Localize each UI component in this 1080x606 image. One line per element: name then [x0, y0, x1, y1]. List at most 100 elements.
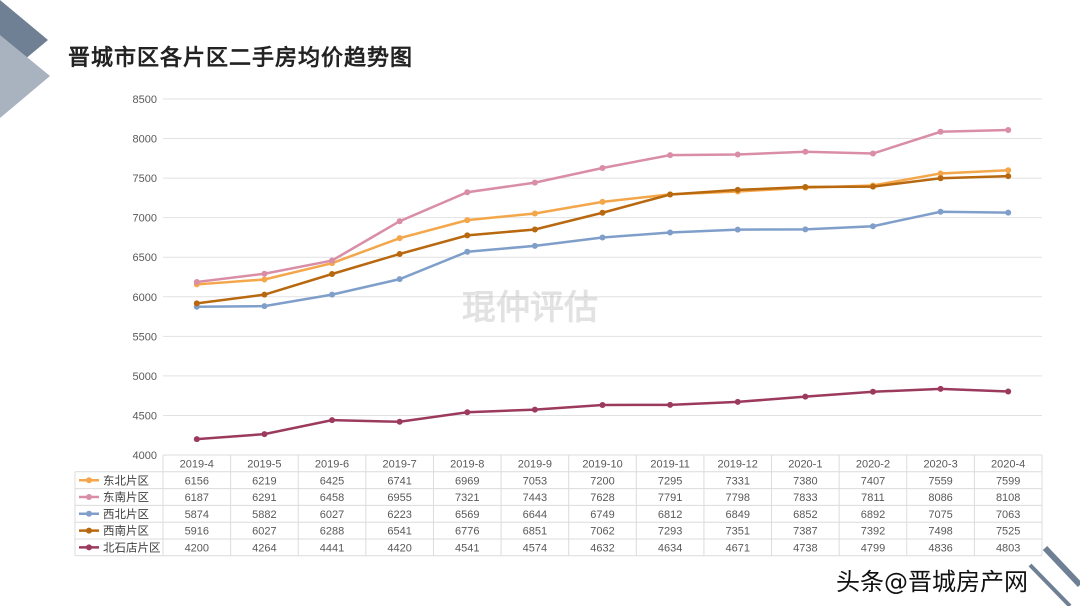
data-point	[734, 186, 741, 193]
data-point	[261, 270, 268, 277]
legend-label: 东南片区	[103, 490, 149, 504]
data-point	[261, 276, 268, 283]
data-point	[1005, 173, 1012, 180]
x-tick-label: 2019-10	[582, 459, 622, 471]
data-point	[734, 151, 741, 158]
data-point	[802, 393, 809, 400]
y-tick-label: 6500	[133, 252, 157, 264]
x-tick-label: 2019-8	[450, 459, 484, 471]
data-point	[396, 418, 403, 425]
data-point	[261, 303, 268, 310]
series-line	[196, 169, 1009, 286]
table-cell: 7351	[725, 526, 749, 538]
data-point	[599, 402, 606, 409]
legend-marker	[86, 477, 92, 484]
table-cell: 7331	[725, 475, 749, 487]
table-cell: 8108	[996, 492, 1020, 504]
data-point	[734, 398, 741, 405]
data-point	[599, 164, 606, 171]
y-tick-label: 4500	[133, 410, 157, 422]
x-tick-label: 2019-12	[718, 459, 758, 471]
table-cell: 6541	[387, 526, 411, 538]
table-cell: 4671	[725, 543, 749, 555]
legend-label: 东北片区	[103, 474, 149, 487]
legend-marker	[86, 494, 92, 500]
data-point	[869, 388, 876, 395]
watermark: 琨仲评估	[462, 288, 598, 328]
data-point	[802, 148, 809, 155]
table-cell: 7293	[658, 526, 682, 538]
table-cell: 6288	[320, 526, 344, 538]
table-cell: 7407	[861, 475, 885, 487]
table-cell: 6812	[658, 509, 682, 521]
legend-marker	[86, 527, 92, 534]
table-cell: 4264	[252, 543, 276, 555]
table-cell: 7833	[793, 492, 817, 504]
table-cell: 6027	[252, 526, 276, 538]
table-cell: 7380	[793, 475, 817, 487]
data-point	[464, 189, 471, 196]
data-point	[193, 436, 200, 443]
table-cell: 4632	[590, 543, 614, 555]
table-cell: 6291	[252, 492, 276, 504]
table-cell: 4803	[996, 543, 1020, 555]
table-cell: 6156	[185, 475, 209, 487]
table-cell: 6187	[185, 492, 209, 504]
data-point	[464, 248, 471, 255]
series-line	[196, 210, 1009, 308]
legend-marker	[86, 544, 92, 551]
data-point	[734, 226, 741, 233]
table-cell: 7791	[658, 492, 682, 504]
data-point	[1005, 167, 1012, 174]
x-tick-label: 2020-1	[788, 459, 822, 471]
data-point	[869, 183, 876, 190]
table-cell: 4441	[320, 543, 344, 555]
legend-label: 北石店片区	[103, 541, 161, 555]
data-point	[329, 417, 336, 424]
data-point	[802, 226, 809, 233]
table-cell: 5916	[185, 526, 209, 538]
data-point	[599, 234, 606, 241]
data-point	[193, 300, 200, 307]
data-point	[869, 223, 876, 230]
chart-title: 晋城市区各片区二手房均价趋势图	[68, 46, 414, 71]
x-tick-label: 2019-4	[180, 459, 214, 471]
table-cell: 7443	[523, 492, 547, 504]
data-point	[464, 232, 471, 239]
table-cell: 6892	[861, 509, 885, 521]
data-point	[261, 291, 268, 298]
table-cell: 6027	[320, 509, 344, 521]
data-point	[667, 401, 674, 408]
data-point	[802, 184, 809, 191]
table-cell: 6223	[387, 509, 411, 521]
data-point	[531, 179, 538, 186]
table-cell: 7075	[928, 509, 952, 521]
table-cell: 4574	[523, 543, 547, 555]
x-tick-label: 2019-5	[247, 459, 281, 471]
data-point	[329, 257, 336, 264]
table-cell: 6644	[523, 509, 547, 521]
table-cell: 7062	[590, 526, 614, 538]
data-point	[193, 278, 200, 285]
table-cell: 7498	[928, 526, 952, 538]
data-point	[464, 217, 471, 224]
table-cell: 7321	[455, 492, 479, 504]
data-point	[937, 175, 944, 182]
x-tick-label: 2019-9	[518, 459, 552, 471]
table-cell: 6852	[793, 509, 817, 521]
y-tick-label: 8000	[133, 134, 157, 146]
x-tick-label: 2019-11	[650, 459, 690, 471]
legend-marker	[86, 510, 92, 517]
data-point	[464, 409, 471, 416]
table-cell: 7053	[523, 475, 547, 487]
source-credit: 头条@晋城房产网	[836, 568, 1028, 596]
data-point	[1005, 388, 1012, 395]
table-cell: 6955	[387, 492, 411, 504]
data-point	[599, 209, 606, 216]
table-cell: 7798	[725, 492, 749, 504]
table-cell: 4836	[928, 543, 952, 555]
table-cell: 4200	[185, 543, 209, 555]
x-tick-label: 2020-4	[991, 459, 1025, 471]
legend-label: 西北片区	[103, 508, 149, 521]
